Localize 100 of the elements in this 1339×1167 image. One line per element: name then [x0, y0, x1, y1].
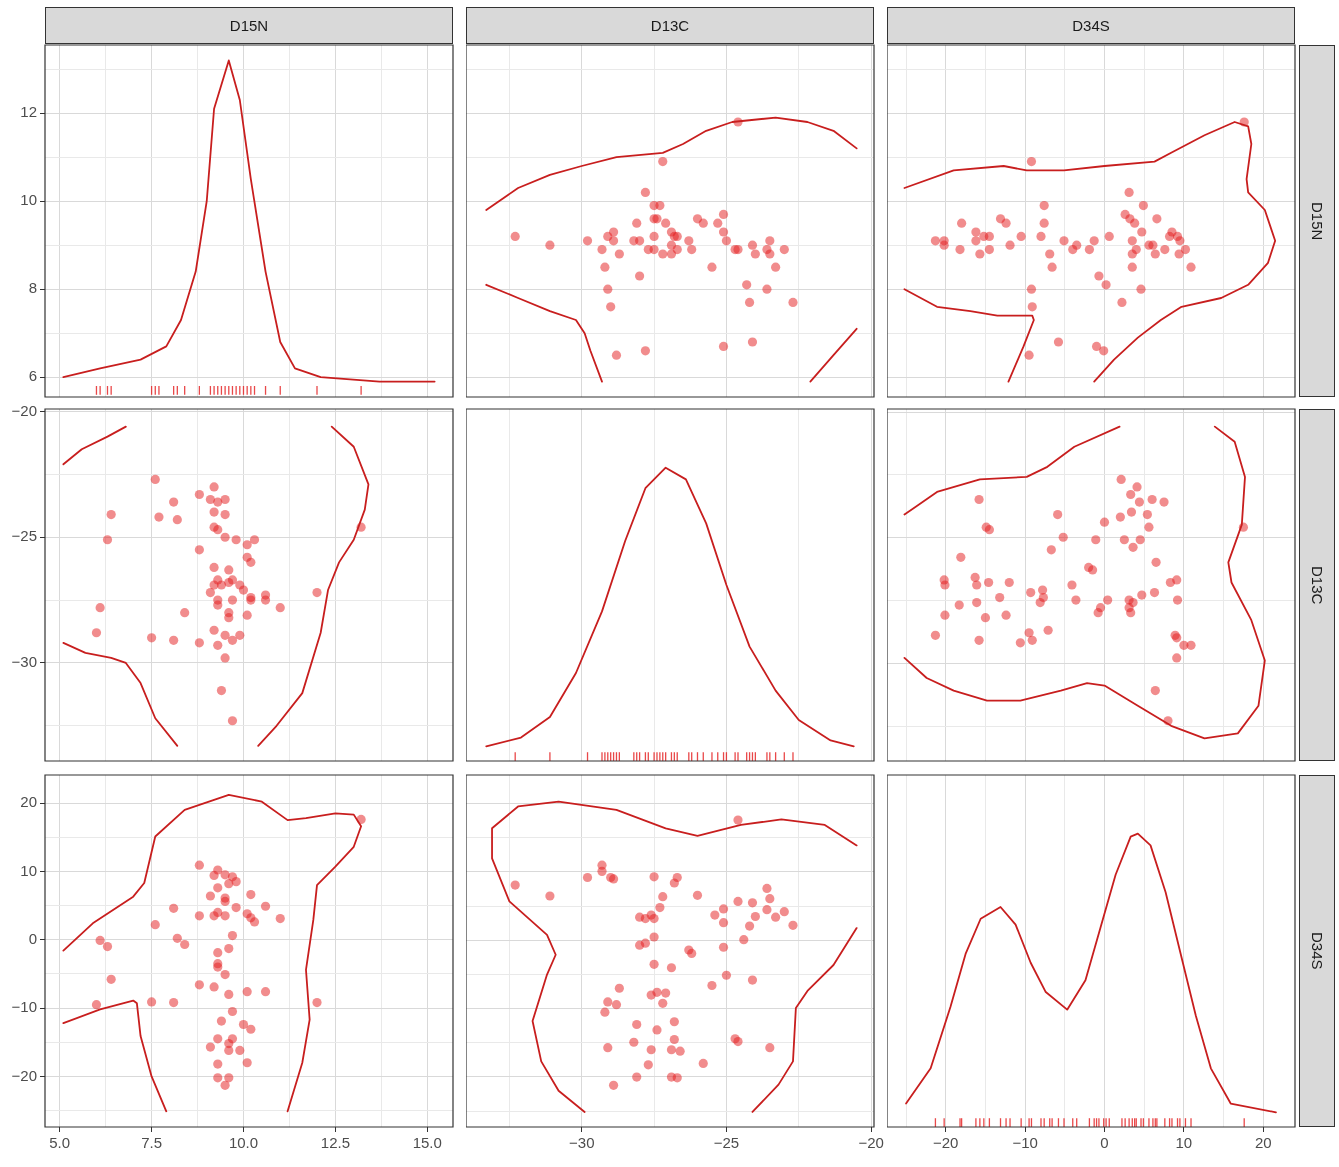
point [1039, 218, 1049, 228]
point [216, 686, 227, 696]
point [672, 245, 682, 255]
point [1084, 245, 1095, 255]
point [718, 209, 729, 219]
point [194, 545, 204, 555]
point [1150, 249, 1160, 259]
x-tick-label: 0 [1100, 1134, 1109, 1152]
point [744, 297, 755, 307]
point [260, 987, 271, 997]
point [545, 240, 555, 250]
point [220, 532, 230, 542]
point [765, 249, 775, 259]
point [957, 218, 967, 228]
y2-axis-title: D13C [1308, 565, 1326, 605]
point [1039, 201, 1049, 211]
point [231, 903, 241, 913]
point [209, 482, 219, 492]
point [209, 507, 219, 517]
point [718, 227, 729, 237]
x-tick-label: 20 [1254, 1134, 1272, 1152]
point [213, 1034, 223, 1044]
point [930, 236, 941, 246]
point [220, 893, 230, 903]
point [649, 245, 659, 255]
point [169, 903, 179, 913]
point [227, 931, 238, 941]
point [213, 883, 223, 893]
point [172, 515, 182, 525]
point [640, 187, 650, 197]
point [1130, 218, 1140, 228]
point [687, 245, 697, 255]
point [658, 157, 668, 167]
point [1091, 341, 1102, 351]
chart-title: D15N [229, 17, 269, 34]
point [1180, 245, 1191, 255]
point [747, 337, 758, 347]
point [655, 201, 665, 211]
point [1027, 302, 1037, 312]
point [1131, 245, 1141, 255]
point [172, 933, 182, 943]
point [169, 998, 179, 1008]
point [91, 1000, 102, 1010]
point [939, 240, 949, 250]
point [209, 982, 219, 992]
y2-axis-title: D15N [1308, 201, 1326, 241]
point [180, 608, 190, 618]
point [1026, 157, 1037, 167]
y2-axis-title: D34S [1308, 932, 1326, 970]
point [224, 608, 234, 618]
point [106, 510, 116, 520]
point [242, 540, 252, 550]
y-tick-label: 10 [20, 861, 37, 879]
x-tick-label: −20 [858, 1134, 884, 1152]
point [150, 474, 160, 484]
point [684, 236, 694, 246]
x-tick-label: −30 [569, 1134, 595, 1152]
point [220, 870, 230, 880]
point [312, 998, 322, 1008]
point [260, 901, 271, 911]
x-tick-label: −10 [1012, 1134, 1038, 1152]
x-tick-label: −20 [933, 1134, 959, 1152]
y-tick-label: −25 [11, 527, 37, 545]
point [765, 236, 775, 246]
point [154, 512, 164, 522]
point [95, 603, 105, 613]
point [169, 497, 179, 507]
point [597, 245, 607, 255]
point [220, 630, 230, 640]
point [205, 587, 216, 598]
y-tick-label: 10 [20, 191, 37, 209]
point [718, 341, 729, 351]
point [1127, 236, 1137, 246]
point [213, 1073, 223, 1083]
point [235, 630, 245, 640]
chart-title: D34S [1072, 17, 1110, 34]
point [246, 890, 256, 900]
point [611, 350, 622, 360]
point [1005, 240, 1015, 250]
point [238, 1019, 249, 1030]
x-tick-label: −25 [713, 1134, 740, 1152]
point [235, 1045, 245, 1056]
point [1047, 262, 1057, 272]
point [1148, 240, 1158, 250]
point [582, 236, 593, 246]
x-tick-label: 5.0 [49, 1134, 71, 1152]
point [227, 872, 238, 882]
y-tick-label: −20 [11, 1066, 37, 1084]
point [220, 1080, 230, 1090]
point [603, 284, 613, 294]
point [635, 236, 645, 246]
point [275, 913, 285, 924]
point [1160, 245, 1170, 255]
point [1101, 280, 1111, 290]
point [1175, 236, 1185, 246]
point [260, 590, 271, 600]
point [216, 1016, 227, 1026]
point [205, 891, 216, 901]
point [640, 346, 650, 356]
point [220, 911, 230, 921]
